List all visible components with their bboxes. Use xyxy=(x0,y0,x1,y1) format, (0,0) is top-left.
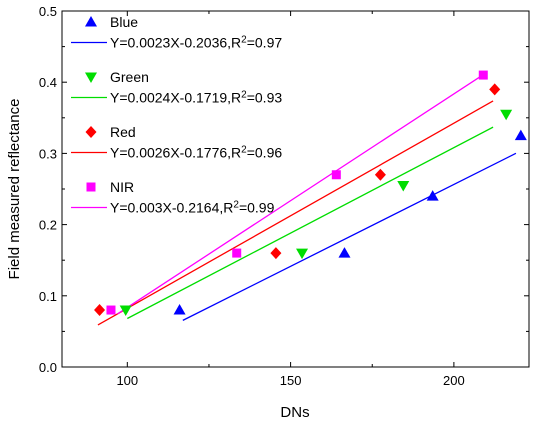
fit-lines xyxy=(97,74,517,326)
x-tick-label: 100 xyxy=(116,373,138,388)
x-tick-label: 200 xyxy=(443,373,465,388)
data-point-red xyxy=(94,304,106,317)
legend-label-nir: NIR xyxy=(110,179,134,195)
y-tick-label: 0.4 xyxy=(39,75,57,90)
legend-marker-nir xyxy=(86,182,96,192)
data-points xyxy=(94,70,527,317)
legend-label-green: Green xyxy=(110,69,149,85)
legend-equation-green: Y=0.0024X-0.1719,R2=0.93 xyxy=(110,90,282,106)
x-axis-title: DNs xyxy=(280,404,309,421)
fit-line-blue xyxy=(182,152,517,321)
y-axis-title: Field measured reflectance xyxy=(6,99,23,280)
data-point-nir xyxy=(478,70,488,80)
data-point-blue xyxy=(173,304,186,315)
data-point-red xyxy=(270,247,282,260)
y-tick-label: 0.3 xyxy=(39,146,57,161)
y-tick-label: 0.5 xyxy=(39,4,57,19)
legend-equation-nir: Y=0.003X-0.2164,R2=0.99 xyxy=(110,200,275,216)
data-point-green xyxy=(119,305,132,317)
data-point-green xyxy=(296,248,309,260)
data-point-blue xyxy=(514,129,527,141)
data-point-red xyxy=(489,83,501,96)
data-point-nir xyxy=(106,305,116,315)
data-point-nir xyxy=(331,170,341,180)
legend-marker-blue xyxy=(85,16,97,27)
data-point-red xyxy=(374,168,386,181)
legend-label-red: Red xyxy=(110,124,136,140)
y-tick-label: 0.2 xyxy=(39,218,57,233)
data-point-green xyxy=(500,109,513,121)
axis-ticks: 0.0 0.1 0.2 0.3 0.4 0.5 100 150 200 xyxy=(39,4,529,388)
legend: Blue Y=0.0023X-0.2036,R2=0.97 Green Y=0.002… xyxy=(71,14,282,216)
legend-marker-green xyxy=(85,72,97,83)
data-point-nir xyxy=(232,248,242,258)
data-point-blue xyxy=(426,190,439,201)
legend-equation-blue: Y=0.0023X-0.2036,R2=0.97 xyxy=(110,35,282,51)
x-tick-label: 150 xyxy=(280,373,302,388)
fit-line-green xyxy=(127,126,494,320)
fit-line-nir xyxy=(117,74,484,315)
legend-marker-red xyxy=(85,126,97,138)
legend-equation-red: Y=0.0026X-0.1776,R2=0.96 xyxy=(110,145,282,161)
data-point-green xyxy=(397,180,410,192)
legend-label-blue: Blue xyxy=(110,14,138,30)
y-tick-label: 0.1 xyxy=(39,289,57,304)
data-point-blue xyxy=(338,247,351,258)
fit-line-red xyxy=(97,100,494,326)
y-tick-label: 0.0 xyxy=(39,360,57,375)
